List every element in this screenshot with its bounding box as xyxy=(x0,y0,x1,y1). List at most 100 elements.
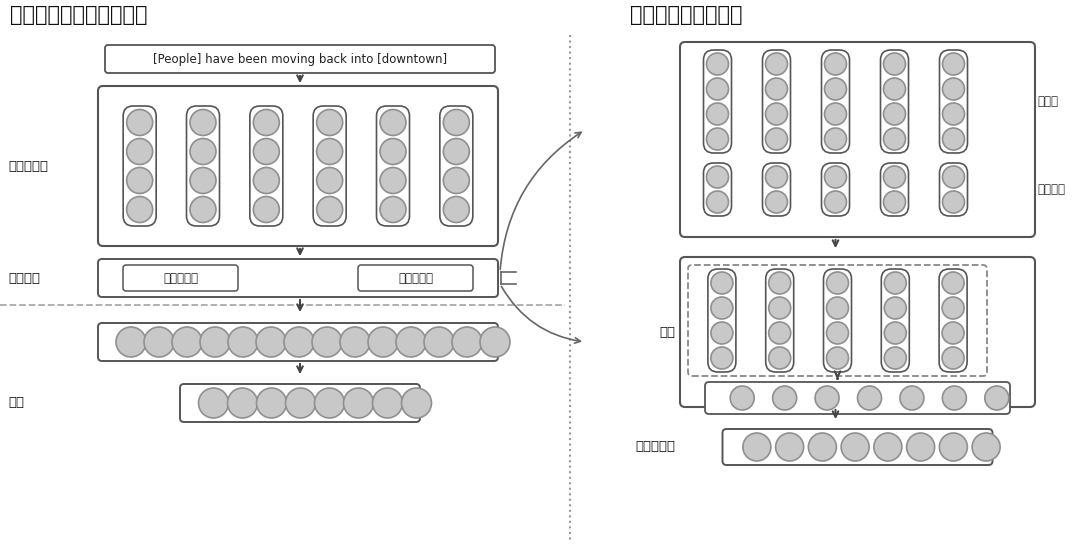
Circle shape xyxy=(228,388,257,418)
FancyBboxPatch shape xyxy=(249,106,283,226)
Circle shape xyxy=(815,386,839,410)
Circle shape xyxy=(766,166,787,188)
Text: 句子级特征: 句子级特征 xyxy=(399,271,433,285)
FancyBboxPatch shape xyxy=(881,269,909,372)
Circle shape xyxy=(706,128,729,150)
FancyBboxPatch shape xyxy=(940,50,968,153)
FancyBboxPatch shape xyxy=(822,50,850,153)
Circle shape xyxy=(314,388,345,418)
FancyBboxPatch shape xyxy=(762,50,791,153)
Circle shape xyxy=(285,388,315,418)
FancyBboxPatch shape xyxy=(703,50,731,153)
Circle shape xyxy=(942,297,964,319)
FancyBboxPatch shape xyxy=(880,50,908,153)
Circle shape xyxy=(826,322,849,344)
FancyBboxPatch shape xyxy=(180,384,420,422)
Circle shape xyxy=(711,297,733,319)
FancyBboxPatch shape xyxy=(105,45,495,73)
Circle shape xyxy=(443,139,470,164)
Circle shape xyxy=(368,327,399,357)
Circle shape xyxy=(943,78,964,100)
FancyBboxPatch shape xyxy=(880,163,908,216)
FancyBboxPatch shape xyxy=(823,269,851,372)
Circle shape xyxy=(943,103,964,125)
FancyBboxPatch shape xyxy=(723,429,993,465)
Circle shape xyxy=(316,139,342,164)
Circle shape xyxy=(943,166,964,188)
Circle shape xyxy=(126,168,152,193)
FancyBboxPatch shape xyxy=(187,106,219,226)
Text: 句子级特征: 句子级特征 xyxy=(635,441,675,453)
Text: 词汇级特征: 词汇级特征 xyxy=(163,271,198,285)
FancyBboxPatch shape xyxy=(377,106,409,226)
Circle shape xyxy=(706,103,729,125)
FancyArrowPatch shape xyxy=(501,286,580,343)
FancyBboxPatch shape xyxy=(762,163,791,216)
Circle shape xyxy=(373,388,403,418)
Circle shape xyxy=(808,433,836,461)
Circle shape xyxy=(116,327,146,357)
Circle shape xyxy=(883,78,905,100)
FancyBboxPatch shape xyxy=(313,106,347,226)
Circle shape xyxy=(883,128,905,150)
Circle shape xyxy=(874,433,902,461)
Circle shape xyxy=(254,197,280,222)
Circle shape xyxy=(841,433,869,461)
Circle shape xyxy=(824,103,847,125)
Circle shape xyxy=(200,327,230,357)
Circle shape xyxy=(826,272,849,294)
FancyBboxPatch shape xyxy=(680,257,1035,407)
FancyBboxPatch shape xyxy=(940,269,967,372)
Circle shape xyxy=(254,168,280,193)
Circle shape xyxy=(883,191,905,213)
Circle shape xyxy=(766,191,787,213)
Circle shape xyxy=(824,191,847,213)
Circle shape xyxy=(985,386,1009,410)
Circle shape xyxy=(906,433,934,461)
Circle shape xyxy=(126,139,152,164)
FancyBboxPatch shape xyxy=(98,323,498,361)
FancyBboxPatch shape xyxy=(822,163,850,216)
Circle shape xyxy=(826,297,849,319)
Circle shape xyxy=(340,327,370,357)
Text: 构建句子级特征向量: 构建句子级特征向量 xyxy=(630,5,742,25)
Circle shape xyxy=(316,168,342,193)
Circle shape xyxy=(380,139,406,164)
Circle shape xyxy=(343,388,374,418)
Circle shape xyxy=(824,166,847,188)
FancyBboxPatch shape xyxy=(688,265,987,376)
Circle shape xyxy=(711,272,733,294)
Circle shape xyxy=(284,327,314,357)
Circle shape xyxy=(257,388,286,418)
Circle shape xyxy=(743,433,771,461)
Circle shape xyxy=(766,78,787,100)
FancyBboxPatch shape xyxy=(98,86,498,246)
FancyArrowPatch shape xyxy=(500,132,581,269)
Circle shape xyxy=(883,53,905,75)
FancyBboxPatch shape xyxy=(98,259,498,297)
Circle shape xyxy=(972,433,1000,461)
Circle shape xyxy=(942,272,964,294)
Circle shape xyxy=(316,110,342,135)
Circle shape xyxy=(858,386,881,410)
Circle shape xyxy=(885,322,906,344)
Circle shape xyxy=(190,168,216,193)
Circle shape xyxy=(256,327,286,357)
Circle shape xyxy=(380,168,406,193)
Circle shape xyxy=(380,197,406,222)
Circle shape xyxy=(769,272,791,294)
Circle shape xyxy=(480,327,510,357)
Circle shape xyxy=(402,388,432,418)
Text: 位置特征: 位置特征 xyxy=(1037,183,1065,196)
Circle shape xyxy=(943,128,964,150)
Circle shape xyxy=(769,322,791,344)
FancyBboxPatch shape xyxy=(703,163,731,216)
Circle shape xyxy=(190,139,216,164)
FancyBboxPatch shape xyxy=(357,265,473,291)
Circle shape xyxy=(885,297,906,319)
Circle shape xyxy=(885,272,906,294)
Circle shape xyxy=(766,53,787,75)
Text: [People] have been moving back into [downtown]: [People] have been moving back into [dow… xyxy=(153,52,447,66)
Circle shape xyxy=(883,103,905,125)
Circle shape xyxy=(730,386,754,410)
